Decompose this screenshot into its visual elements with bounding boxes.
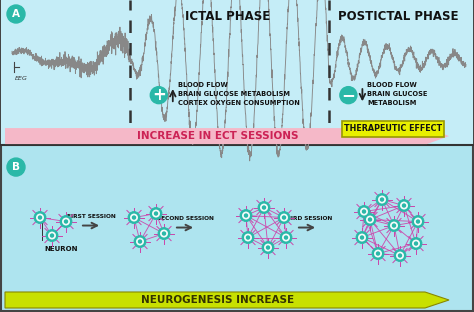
Text: INCREASE IN ECT SESSIONS: INCREASE IN ECT SESSIONS [137, 131, 299, 141]
Circle shape [266, 246, 270, 249]
Circle shape [280, 232, 292, 244]
Circle shape [246, 236, 249, 239]
Circle shape [388, 220, 400, 232]
Text: BLOOD FLOW
BRAIN GLUCOSE METABOLISM
CORTEX OXYGEN CONSUMPTION: BLOOD FLOW BRAIN GLUCOSE METABOLISM CORT… [178, 82, 300, 106]
Circle shape [131, 214, 137, 221]
Circle shape [49, 232, 55, 239]
Circle shape [391, 222, 397, 229]
Circle shape [7, 158, 25, 176]
Circle shape [128, 212, 140, 223]
Text: NEURON: NEURON [44, 246, 78, 251]
Circle shape [63, 218, 69, 225]
Circle shape [60, 216, 72, 227]
Circle shape [359, 234, 365, 241]
Text: B: B [12, 162, 20, 172]
Text: NEUROGENESIS INCREASE: NEUROGENESIS INCREASE [141, 295, 295, 305]
Circle shape [243, 212, 249, 219]
Circle shape [394, 250, 406, 261]
Circle shape [376, 193, 388, 206]
Text: SECOND SESSION: SECOND SESSION [156, 216, 213, 221]
Circle shape [163, 232, 165, 235]
Circle shape [361, 208, 367, 215]
FancyArrow shape [5, 292, 449, 308]
Text: A: A [12, 9, 20, 19]
Circle shape [262, 241, 274, 254]
Circle shape [415, 218, 421, 225]
Circle shape [258, 202, 270, 213]
Circle shape [161, 230, 167, 237]
Circle shape [358, 206, 370, 217]
Circle shape [361, 236, 364, 239]
Circle shape [155, 212, 157, 215]
Circle shape [7, 5, 25, 23]
Circle shape [137, 238, 143, 245]
Circle shape [283, 234, 289, 241]
Circle shape [240, 210, 252, 222]
Circle shape [402, 204, 405, 207]
Circle shape [401, 202, 407, 209]
Circle shape [372, 247, 384, 260]
Text: BLOOD FLOW
BRAIN GLUCOSE
METABOLISM: BLOOD FLOW BRAIN GLUCOSE METABOLISM [367, 82, 428, 106]
Circle shape [153, 210, 159, 217]
Circle shape [36, 214, 43, 221]
Text: +: + [152, 86, 166, 104]
Circle shape [376, 252, 380, 255]
Text: EEG: EEG [15, 76, 28, 81]
Circle shape [417, 220, 419, 223]
Text: ICTAL PHASE: ICTAL PHASE [185, 10, 270, 23]
Circle shape [264, 244, 271, 251]
Circle shape [283, 216, 285, 219]
Circle shape [261, 204, 267, 211]
Circle shape [245, 234, 251, 241]
Text: THIRD SESSION: THIRD SESSION [282, 216, 332, 221]
Circle shape [263, 206, 265, 209]
Circle shape [281, 214, 287, 221]
Circle shape [284, 236, 288, 239]
Circle shape [367, 216, 374, 223]
Text: THERAPEUTIC EFFECT: THERAPEUTIC EFFECT [344, 124, 442, 133]
Circle shape [363, 210, 365, 213]
Circle shape [133, 216, 136, 219]
Text: POSTICTAL PHASE: POSTICTAL PHASE [338, 10, 458, 23]
Circle shape [278, 212, 290, 223]
Circle shape [392, 224, 395, 227]
Circle shape [364, 213, 376, 226]
Circle shape [51, 234, 54, 237]
Circle shape [398, 200, 410, 212]
Circle shape [397, 252, 403, 259]
Circle shape [356, 232, 368, 244]
Circle shape [413, 240, 419, 247]
Circle shape [379, 196, 385, 203]
Circle shape [340, 87, 357, 104]
Circle shape [399, 254, 401, 257]
Text: −: − [341, 86, 356, 104]
Circle shape [381, 198, 383, 201]
Circle shape [34, 212, 46, 223]
Circle shape [64, 220, 67, 223]
Text: FIRST SESSION: FIRST SESSION [67, 213, 115, 218]
Circle shape [412, 216, 424, 227]
Circle shape [150, 87, 167, 104]
FancyArrow shape [5, 128, 449, 144]
Circle shape [242, 232, 254, 244]
Circle shape [158, 227, 170, 240]
FancyBboxPatch shape [342, 121, 445, 137]
Circle shape [375, 250, 381, 257]
FancyBboxPatch shape [1, 0, 473, 145]
Circle shape [410, 237, 422, 250]
Circle shape [414, 242, 418, 245]
Circle shape [134, 236, 146, 247]
Circle shape [138, 240, 142, 243]
Circle shape [46, 230, 58, 241]
Circle shape [150, 207, 162, 220]
Circle shape [38, 216, 42, 219]
Circle shape [368, 218, 372, 221]
Circle shape [245, 214, 247, 217]
